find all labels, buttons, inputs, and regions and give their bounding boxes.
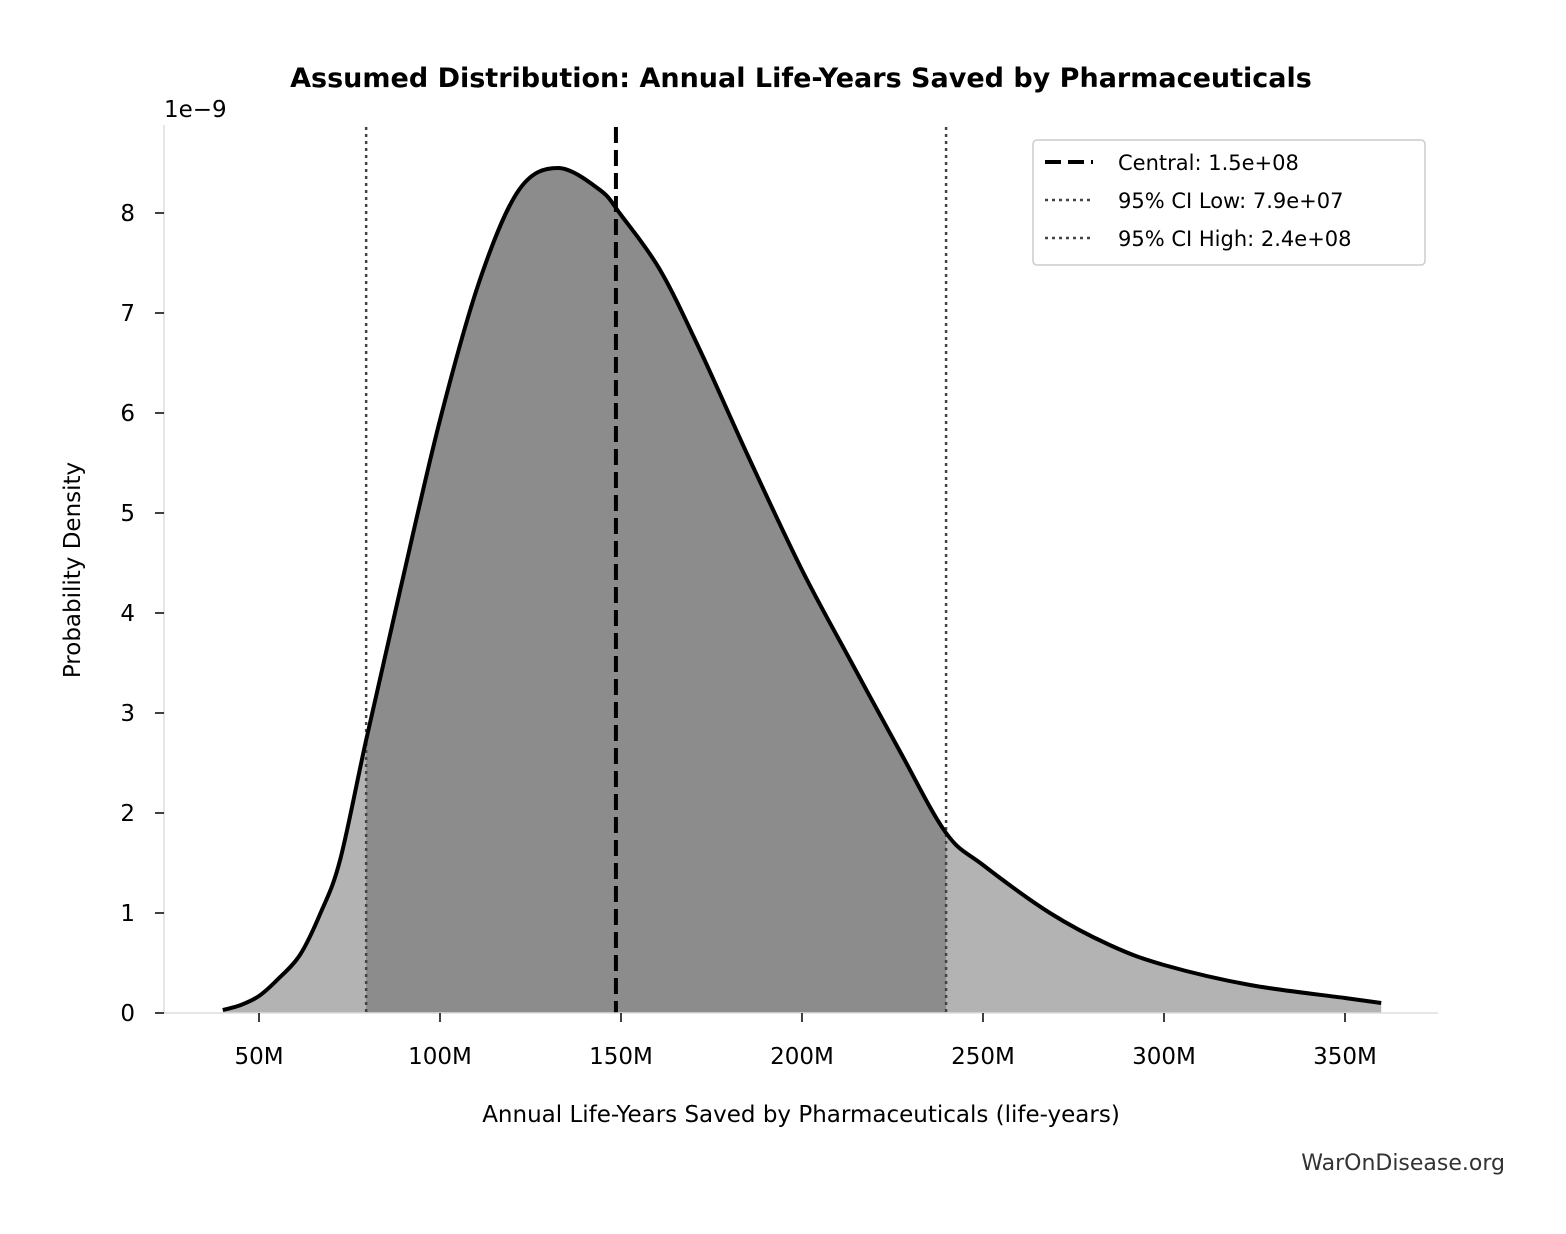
y-tick-label: 1 — [120, 901, 135, 927]
y-axis-label: Probability Density — [60, 462, 86, 678]
x-axis-label: Annual Life-Years Saved by Pharmaceutica… — [482, 1102, 1120, 1128]
y-scale-label: 1e−9 — [164, 97, 227, 123]
x-tick-label: 200M — [770, 1044, 834, 1070]
y-tick-label: 0 — [120, 1001, 135, 1027]
x-tick-label: 300M — [1132, 1044, 1196, 1070]
legend: Central: 1.5e+08 95% CI Low: 7.9e+07 95% C… — [1032, 139, 1426, 266]
x-tick-label: 50M — [234, 1044, 283, 1070]
legend-label: 95% CI Low: 7.9e+07 — [1118, 189, 1343, 213]
legend-label: Central: 1.5e+08 — [1118, 151, 1299, 175]
y-tick-label: 2 — [120, 801, 135, 827]
y-tick-label: 7 — [120, 301, 135, 327]
legend-box — [1032, 139, 1426, 266]
x-tick-label: 100M — [408, 1044, 472, 1070]
y-tick-label: 8 — [120, 201, 135, 227]
x-tick-label: 250M — [951, 1044, 1015, 1070]
chart-title: Assumed Distribution: Annual Life-Years … — [290, 63, 1312, 94]
legend-label: 95% CI High: 2.4e+08 — [1118, 227, 1352, 251]
y-tick-label: 3 — [120, 701, 135, 727]
x-tick-label: 350M — [1313, 1044, 1377, 1070]
watermark: WarOnDisease.org — [1301, 1151, 1505, 1176]
x-tick-label: 150M — [589, 1044, 653, 1070]
y-tick-label: 4 — [120, 601, 135, 627]
y-tick-label: 6 — [120, 401, 135, 427]
y-tick-label: 5 — [120, 501, 135, 527]
density-curve — [222, 165, 1382, 1012]
density-fill-ci — [366, 168, 947, 1013]
